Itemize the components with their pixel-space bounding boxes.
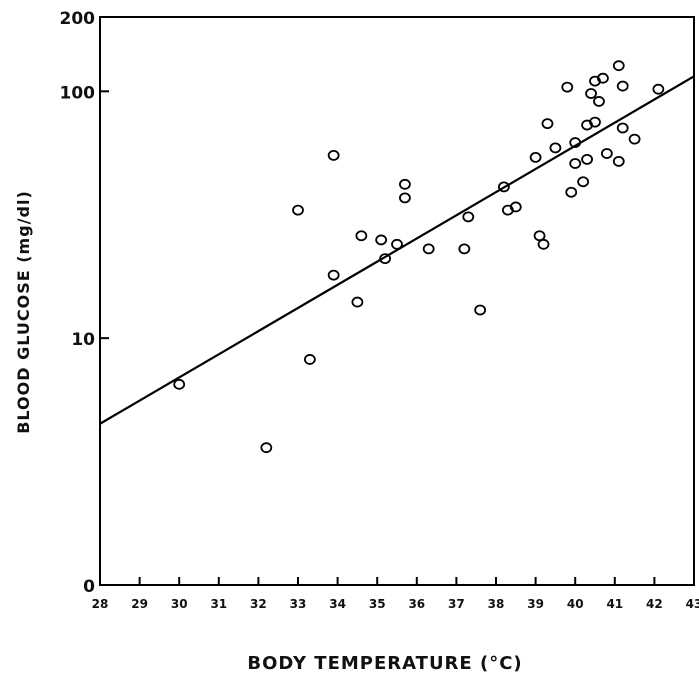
data-point [327,149,340,161]
x-tick-label: 40 [567,597,584,611]
x-tick-label: 43 [686,597,699,611]
x-axis: 28 29 30 31 32 33 34 35 36 37 38 39 40 41 42 43 [92,577,699,611]
data-point [173,378,186,390]
x-tick-label: 41 [606,597,623,611]
x-tick-label: 29 [131,597,148,611]
x-tick-label: 32 [250,597,267,611]
data-point [589,116,601,128]
data-point [561,81,574,93]
data-point [303,354,316,365]
x-tick-label: 31 [210,597,227,611]
data-point [379,253,392,265]
y-tick-label: 200 [60,9,96,29]
data-point [541,118,554,129]
x-tick-label: 35 [369,597,386,611]
data-point [628,133,641,145]
y-tick-label: 0 [83,577,95,597]
x-tick-label: 39 [527,597,544,611]
data-point [399,178,411,190]
data-point [577,176,590,188]
x-tick-label: 36 [408,597,425,611]
x-tick-label: 30 [171,597,188,611]
data-point [565,186,578,198]
data-point [533,230,546,242]
data-point [569,137,582,148]
data-point [597,72,609,84]
data-point [375,234,388,246]
data-point [399,192,411,204]
data-point [355,230,368,242]
regression-line [99,75,695,425]
x-tick-label: 38 [488,597,505,611]
data-point [351,296,364,308]
data-points [173,60,665,454]
data-point [529,151,542,163]
data-point [458,243,471,255]
data-point [612,60,625,72]
y-tick-label: 10 [71,330,95,350]
data-point [593,96,605,107]
data-point [260,442,273,454]
data-point [616,122,629,134]
data-point [462,211,475,223]
y-axis-title: BLOOD GLUCOSE (mg/dl) [14,190,33,434]
data-point [600,148,613,159]
data-point [474,304,487,316]
data-point [616,80,629,92]
data-point [391,238,403,250]
data-point [652,83,665,95]
data-point [612,156,625,167]
x-tick-label: 42 [646,597,663,611]
data-point [549,142,562,154]
data-point [422,243,435,255]
data-point [585,88,597,99]
data-point [537,238,550,250]
data-point [292,204,304,216]
x-tick-label: 37 [448,597,465,611]
data-point [327,269,340,281]
x-tick-label: 33 [290,597,307,611]
x-tick-label: 28 [92,597,109,611]
data-point [498,181,510,193]
data-point [569,158,582,169]
x-axis-title: BODY TEMPERATURE (°C) [247,653,522,674]
plot-frame [99,16,695,586]
y-tick-label: 100 [60,83,96,103]
x-tick-label: 34 [329,597,346,611]
data-point [581,153,593,165]
data-point [509,201,522,213]
